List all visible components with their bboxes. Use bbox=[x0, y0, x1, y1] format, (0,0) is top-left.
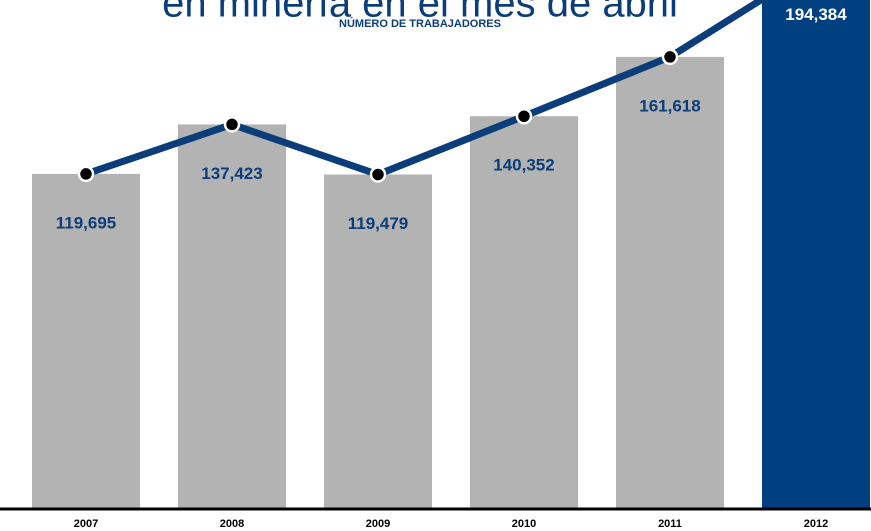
value-label: 140,352 bbox=[493, 156, 554, 175]
trend-point bbox=[223, 116, 241, 133]
x-tick-label: 2011 bbox=[658, 518, 682, 530]
trend-line bbox=[84, 0, 768, 179]
value-label: 137,423 bbox=[201, 164, 262, 183]
x-tick-label: 2012 bbox=[804, 518, 828, 530]
chart-subtitle: NÚMERO DE TRABAJADORES bbox=[339, 17, 501, 30]
value-label: 161,618 bbox=[639, 96, 700, 115]
x-tick-label: 2008 bbox=[220, 518, 244, 530]
x-tick-label: 2010 bbox=[512, 518, 536, 530]
bar bbox=[324, 174, 432, 509]
trend-point bbox=[77, 165, 95, 183]
value-label: 119,479 bbox=[348, 214, 409, 233]
value-label: 194,384 bbox=[785, 5, 847, 24]
bar bbox=[178, 124, 286, 509]
trend-point bbox=[515, 107, 533, 125]
bar bbox=[470, 116, 578, 508]
bar bbox=[762, 0, 870, 509]
bar bbox=[32, 173, 140, 509]
bar bbox=[616, 56, 724, 509]
trend-point bbox=[369, 166, 387, 183]
trend-point bbox=[661, 48, 679, 66]
x-tick-label: 2009 bbox=[366, 518, 390, 530]
value-label: 119,695 bbox=[56, 213, 117, 232]
x-tick-label: 2007 bbox=[74, 518, 98, 530]
chart-title: en minería en el mes de abril bbox=[162, 0, 678, 26]
